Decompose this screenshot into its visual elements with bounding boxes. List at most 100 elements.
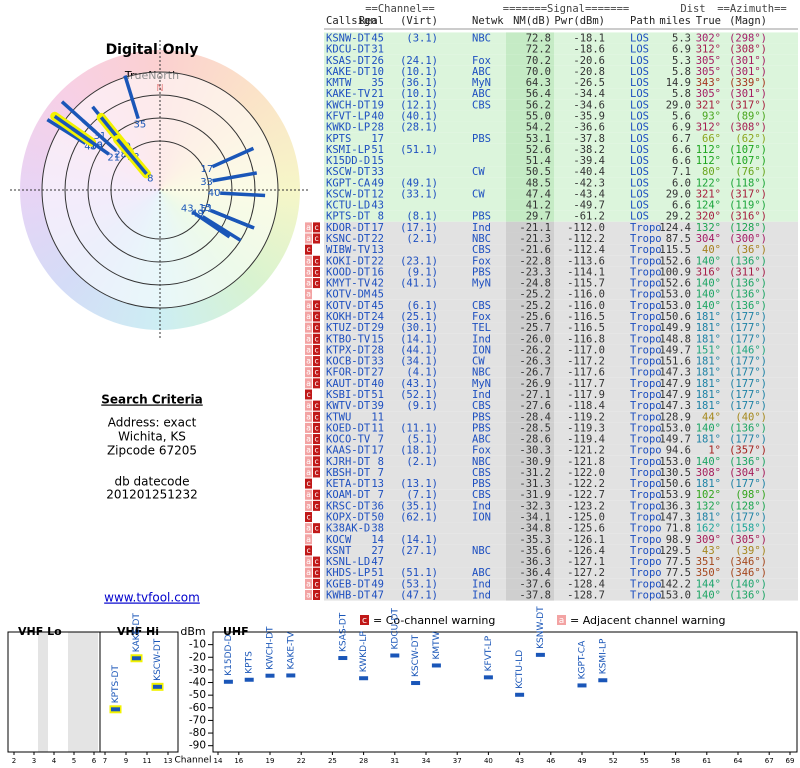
table-cell: (44.1) — [400, 344, 438, 356]
table-cell: KGEB-DT — [326, 578, 371, 590]
table-cell: -28.6 — [519, 434, 551, 446]
table-cell: Tropo — [630, 222, 662, 234]
x-tick-label: 43 — [515, 757, 524, 765]
spectrum-chart: c = Co-channel warning a = Adjacent channel… — [7, 606, 798, 766]
warning-mark: a — [306, 312, 311, 321]
signal-cell — [506, 310, 554, 323]
warning-mark: a — [306, 368, 311, 377]
table-cell: (301°) — [729, 88, 767, 100]
table-cell: Tropo — [630, 500, 662, 512]
warning-mark: c — [314, 412, 319, 421]
table-cell: -119.4 — [567, 434, 605, 446]
table-cell: (43.1) — [400, 378, 438, 390]
table-cell: LOS — [630, 77, 649, 89]
table-cell: (304°) — [729, 467, 767, 479]
table-cell: KTPX-DT — [326, 344, 371, 356]
row-background — [324, 221, 798, 233]
signal-marker — [265, 673, 275, 678]
table-cell: 45 — [371, 289, 384, 301]
table-cell: -31.2 — [519, 467, 551, 479]
table-cell: 302° — [696, 33, 721, 45]
table-cell: Tropo — [630, 233, 662, 245]
row-background — [324, 522, 798, 534]
table-cell: PBS — [472, 411, 491, 423]
datecode: 201201251232 — [106, 488, 198, 502]
table-cell: (30.1) — [400, 322, 438, 334]
table-cell: KFVT-LP — [326, 110, 370, 122]
warning-mark: c — [314, 557, 319, 566]
signal-cell — [506, 199, 554, 211]
table-cell: 321° — [696, 99, 721, 111]
table-cell: 45 — [371, 33, 384, 45]
table-cell: -123.2 — [567, 500, 605, 512]
table-cell: 181° — [696, 478, 721, 490]
table-cell: KOOD-DT — [326, 266, 371, 278]
co-channel-warning — [313, 411, 320, 422]
co-channel-warning — [313, 523, 320, 534]
table-cell: -40.4 — [573, 166, 605, 178]
table-cell: 1° — [708, 445, 721, 457]
table-cell: TEL — [472, 322, 491, 334]
table-cell: -128.7 — [567, 590, 605, 602]
table-cell: 129.5 — [659, 545, 691, 557]
table-cell: LOS — [630, 33, 649, 45]
table-cell: 153.0 — [659, 456, 691, 468]
table-cell: 312° — [696, 44, 721, 56]
table-cell: 112° — [696, 155, 721, 167]
table-cell: 7 — [378, 489, 384, 501]
warning-mark: a — [306, 334, 311, 343]
table-cell: KSNT — [326, 545, 352, 557]
signal-cell — [506, 188, 554, 200]
adjacent-warning — [305, 411, 312, 422]
table-cell: (4.1) — [406, 367, 438, 379]
table-cell: (128°) — [729, 222, 767, 234]
table-cell: 72.8 — [526, 33, 551, 45]
warning-mark: a — [306, 423, 311, 432]
row-background — [324, 377, 798, 389]
table-cell: (177°) — [729, 333, 767, 345]
table-cell: (136°) — [729, 590, 767, 602]
table-cell: (53.1) — [400, 578, 438, 590]
table-cell: Tropo — [630, 278, 662, 290]
table-cell: -21.1 — [519, 222, 551, 234]
signal-cell — [506, 154, 554, 167]
group-header: =======Signal======= — [503, 3, 629, 15]
table-cell: 153.0 — [659, 590, 691, 602]
table-cell: Tropo — [630, 400, 662, 412]
table-cell: LOS — [630, 88, 649, 100]
table-cell: 140° — [696, 422, 721, 434]
table-cell: 153.9 — [659, 489, 691, 501]
table-cell: 149.7 — [659, 344, 691, 356]
table-cell: 33 — [371, 166, 384, 178]
table-cell: (301°) — [729, 55, 767, 67]
table-cell: (62°) — [735, 133, 767, 145]
row-background — [324, 533, 798, 545]
signal-cell — [506, 166, 554, 178]
table-cell: 142.2 — [659, 578, 691, 590]
table-cell: 43° — [702, 545, 721, 557]
signal-cell — [506, 54, 554, 66]
table-cell: KTWU — [326, 411, 351, 423]
table-cell: 321° — [696, 188, 721, 200]
adjacent-warning — [305, 400, 312, 411]
table-cell: 5.8 — [672, 88, 691, 100]
row-background — [324, 444, 798, 456]
adjacent-warning — [305, 356, 312, 367]
table-cell: KOKH-DT — [326, 311, 371, 323]
table-cell: CBS — [472, 99, 491, 111]
table-cell: 122° — [696, 177, 721, 189]
adjacent-warning — [305, 311, 312, 322]
table-cell: -28.5 — [519, 422, 551, 434]
table-cell: 144° — [696, 578, 721, 590]
table-cell: -34.4 — [573, 88, 605, 100]
signal-cell — [506, 288, 554, 300]
table-cell: -117.2 — [567, 356, 605, 368]
table-cell: (89°) — [735, 110, 767, 122]
table-cell: Tropo — [630, 333, 662, 345]
warning-mark: c — [314, 490, 319, 499]
warning-mark: a — [306, 535, 311, 544]
table-cell: 5.8 — [672, 66, 691, 78]
adjacent-warning — [305, 367, 312, 378]
table-cell: 52.6 — [526, 144, 551, 156]
site-link[interactable]: www.tvfool.com — [104, 591, 200, 605]
